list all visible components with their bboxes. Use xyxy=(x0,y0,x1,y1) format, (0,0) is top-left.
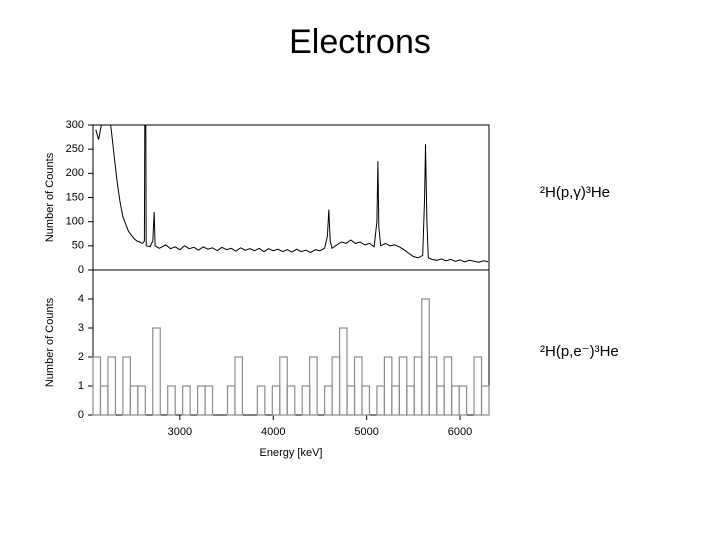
y-tick-label: 4 xyxy=(78,293,84,305)
histogram-bar xyxy=(376,385,385,416)
y-tick-label: 2 xyxy=(78,351,84,363)
y-tick-label: 0 xyxy=(78,264,84,276)
histogram-bar xyxy=(197,385,206,416)
histogram-bar xyxy=(421,298,430,416)
histogram-bar xyxy=(286,385,296,416)
x-tick-label: 4000 xyxy=(261,426,285,438)
y-tick-label: 0 xyxy=(78,409,84,421)
histogram-bar xyxy=(122,356,131,416)
histogram-bar xyxy=(137,385,146,416)
y-tick-label: 50 xyxy=(72,240,84,252)
histogram-bar xyxy=(406,385,415,416)
histogram-bar xyxy=(234,356,244,416)
histogram-bar xyxy=(480,385,490,416)
histogram-bar xyxy=(383,356,393,416)
histogram-bar xyxy=(338,327,348,416)
histogram-bar xyxy=(309,356,318,416)
histogram-bar xyxy=(331,356,341,416)
histogram-bar xyxy=(256,385,266,416)
x-tick-label: 3000 xyxy=(168,426,192,438)
histogram-bar xyxy=(129,385,139,416)
histogram-bar xyxy=(279,356,288,416)
histogram-bar xyxy=(473,356,483,416)
histogram-bar xyxy=(182,385,191,416)
histogram-bar xyxy=(99,385,109,416)
slide-title: Electrons xyxy=(289,23,431,61)
histogram-bar xyxy=(346,385,356,416)
histogram-bar xyxy=(391,385,400,416)
histogram-bar xyxy=(458,385,468,416)
annotation: ²H(p,e⁻)³He xyxy=(540,343,619,360)
histogram-bar xyxy=(301,385,311,416)
histogram-bar xyxy=(107,356,117,416)
y-tick-label: 300 xyxy=(66,119,84,131)
histogram-bar xyxy=(204,385,214,416)
histogram-bar xyxy=(428,356,438,416)
histogram-bar xyxy=(167,385,176,416)
histogram-bar xyxy=(226,385,236,416)
y-tick-label: 250 xyxy=(66,143,84,155)
x-tick-label: 5000 xyxy=(354,426,378,438)
histogram-bar xyxy=(271,385,281,416)
y-axis-label: Number of Counts xyxy=(44,152,56,242)
histogram-bar xyxy=(324,385,333,416)
x-tick-label: 6000 xyxy=(448,426,472,438)
histogram-bar xyxy=(451,385,460,416)
y-tick-label: 100 xyxy=(66,216,84,228)
x-axis-label: Energy [keV] xyxy=(260,447,323,459)
spectrum-line xyxy=(95,124,489,263)
histogram-bar xyxy=(152,327,161,416)
annotation: ²H(p,γ)³He xyxy=(540,184,610,201)
histogram-bar xyxy=(443,356,453,416)
plot-frame xyxy=(92,124,490,271)
y-tick-label: 3 xyxy=(78,322,84,334)
y-tick-label: 200 xyxy=(66,167,84,179)
histogram-bar xyxy=(353,356,363,416)
histogram-bar xyxy=(413,356,423,416)
histogram-bar xyxy=(398,356,408,416)
y-axis-label: Number of Counts xyxy=(44,297,56,387)
y-tick-label: 1 xyxy=(78,380,84,392)
y-tick-label: 150 xyxy=(66,191,84,203)
histogram-bar xyxy=(92,356,102,416)
histogram-bar xyxy=(436,385,445,416)
histogram-bar xyxy=(361,385,371,416)
